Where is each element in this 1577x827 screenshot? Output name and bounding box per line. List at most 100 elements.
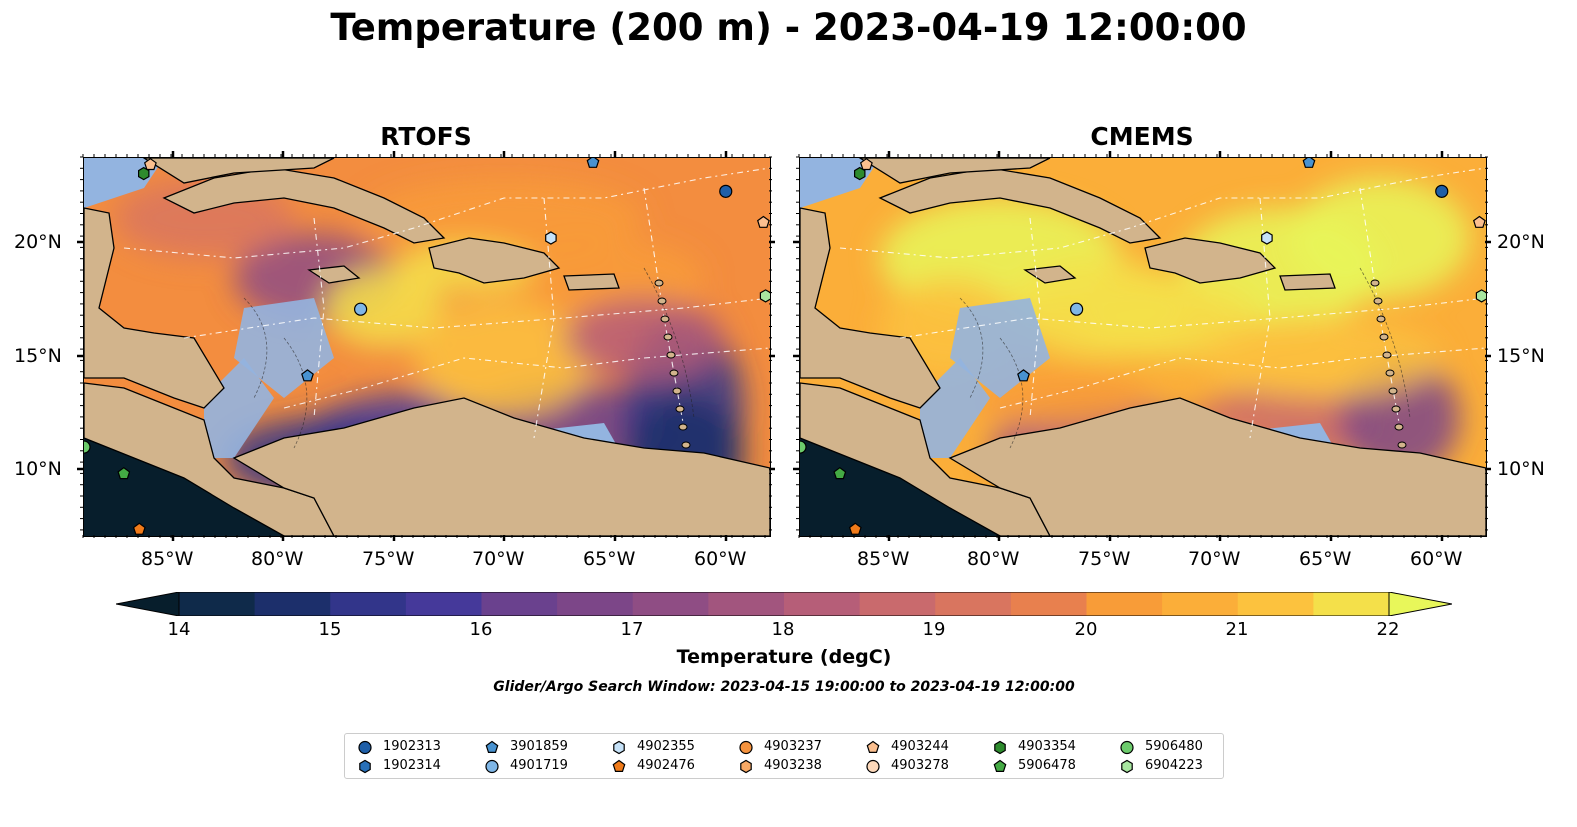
legend-label: 4903278 — [891, 758, 949, 773]
lat-tick-left-20: 20°N — [14, 231, 62, 253]
hexagon-marker-icon — [994, 740, 1006, 755]
float-marker-4903244 — [1472, 215, 1486, 228]
float-marker-4903354 — [138, 166, 150, 181]
colorbar-tick-19: 19 — [922, 619, 946, 640]
map-cmems-canvas — [800, 158, 1486, 536]
colorbar-segment — [784, 592, 861, 616]
legend-label: 4903237 — [764, 739, 822, 754]
map-rtofs-canvas — [84, 158, 770, 536]
lat-tick-right-20: 20°N — [1497, 231, 1545, 253]
land-island — [1385, 369, 1395, 377]
land-north — [858, 158, 1051, 184]
land-island — [657, 297, 667, 305]
colorbar-tick-17: 17 — [620, 619, 644, 640]
colorbar-segment — [254, 592, 331, 616]
legend-marker-4903238 — [740, 759, 752, 774]
colorbar-segment — [1086, 592, 1163, 616]
land-south-america — [232, 397, 770, 536]
land-jamaica — [307, 265, 361, 284]
float-marker-4903244 — [143, 158, 157, 171]
legend-marker-4901719 — [485, 759, 499, 774]
circle-marker-icon — [485, 759, 499, 774]
lon-tick-cmems-85: 85°W — [857, 548, 910, 570]
circle-marker-icon — [866, 759, 880, 774]
pentagon-marker-icon — [866, 740, 880, 753]
lat-tick-right-10: 10°N — [1497, 458, 1545, 480]
bathymetry-contours — [243, 267, 695, 449]
colorbar-segment — [330, 592, 407, 616]
land-island — [1397, 441, 1407, 449]
colorbar-outline — [178, 592, 1390, 616]
hexagon-marker-icon — [740, 759, 752, 774]
search-window-caption: Glider/Argo Search Window: 2023-04-15 19… — [493, 679, 1075, 695]
float-marker-6904223 — [759, 289, 770, 303]
land-island — [1370, 279, 1380, 287]
float-marker-3901859 — [586, 158, 600, 168]
lon-tick-cmems-80: 80°W — [967, 548, 1020, 570]
float-marker-1902313 — [719, 184, 733, 198]
float-marker-3901859 — [1302, 158, 1316, 168]
legend-marker-1902313 — [358, 740, 372, 755]
land-island — [1394, 423, 1404, 431]
colorbar — [116, 592, 1452, 616]
land-island — [1388, 387, 1398, 395]
float-marker-4902476 — [132, 522, 146, 535]
land-hispaniola — [1144, 237, 1277, 284]
float-marker-4902355 — [1261, 231, 1273, 245]
lon-tick-rtofs-70: 70°W — [472, 548, 525, 570]
legend: 1902313 1902314 3901859 4901719 4902355 49024… — [344, 733, 1224, 779]
legend-marker-1902314 — [359, 759, 371, 774]
land-island — [1379, 333, 1389, 341]
land-north — [142, 158, 335, 184]
float-marker-1902313 — [1435, 184, 1449, 198]
colorbar-segment — [1162, 592, 1239, 616]
land-island — [1382, 351, 1392, 359]
hexagon-marker-icon — [359, 759, 371, 774]
legend-marker-6904223 — [1121, 759, 1133, 774]
float-marker-4903244 — [859, 158, 873, 171]
land-island — [1376, 315, 1386, 323]
colorbar-segment — [935, 592, 1012, 616]
float-marker-5906478 — [833, 466, 847, 480]
colorbar-tick-22: 22 — [1376, 619, 1400, 640]
circle-marker-icon — [1120, 740, 1134, 755]
land-island — [666, 351, 676, 359]
colorbar-extend-max — [1388, 592, 1452, 616]
lon-tick-rtofs-65: 65°W — [583, 548, 636, 570]
legend-label: 1902313 — [383, 739, 441, 754]
colorbar-tick-21: 21 — [1225, 619, 1249, 640]
legend-marker-4903237 — [739, 740, 753, 755]
float-marker-3901859 — [1017, 369, 1030, 382]
colorbar-segment — [1237, 592, 1314, 616]
colorbar-segment — [1313, 592, 1390, 616]
colorbar-segment — [1010, 592, 1087, 616]
colorbar-extend-min — [116, 592, 180, 616]
legend-marker-5906478 — [993, 759, 1007, 772]
pentagon-marker-icon — [485, 740, 499, 753]
figure-title: Temperature (200 m) - 2023-04-19 12:00:0… — [330, 6, 1247, 49]
float-marker-6904223 — [1475, 289, 1486, 303]
legend-label: 6904223 — [1145, 758, 1203, 773]
legend-label: 4903244 — [891, 739, 949, 754]
land-jamaica — [1023, 265, 1077, 284]
colorbar-segment — [481, 592, 558, 616]
float-marker-5906480 — [84, 440, 91, 454]
pentagon-marker-icon — [993, 759, 1007, 772]
legend-label: 1902314 — [383, 758, 441, 773]
legend-marker-4903278 — [866, 759, 880, 774]
colorbar-segment — [708, 592, 785, 616]
land-island — [1373, 297, 1383, 305]
land-island — [654, 279, 664, 287]
legend-label: 4903354 — [1018, 739, 1076, 754]
legend-marker-3901859 — [485, 740, 499, 753]
bathymetry-contours — [959, 267, 1411, 449]
legend-marker-4902355 — [613, 740, 625, 755]
legend-label: 4901719 — [510, 758, 568, 773]
lat-tick-right-15: 15°N — [1497, 345, 1545, 367]
lat-tick-left-10: 10°N — [14, 458, 62, 480]
colorbar-tick-16: 16 — [469, 619, 493, 640]
float-marker-4901719 — [1070, 302, 1084, 316]
land-south-america — [948, 397, 1486, 536]
map-cmems — [799, 157, 1487, 537]
